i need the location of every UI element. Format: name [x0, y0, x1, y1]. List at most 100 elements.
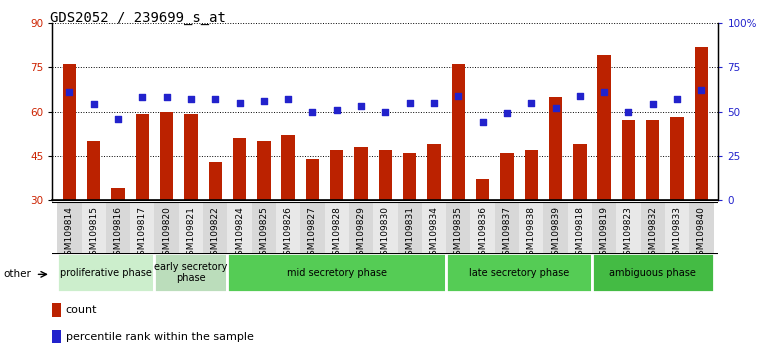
Bar: [592, 202, 616, 253]
Text: GSM109816: GSM109816: [113, 206, 122, 261]
Bar: [397, 202, 422, 253]
Text: late secretory phase: late secretory phase: [469, 268, 569, 278]
Text: GSM109827: GSM109827: [308, 206, 317, 261]
Text: GSM109814: GSM109814: [65, 206, 74, 261]
Bar: [52, 303, 61, 317]
Point: [112, 116, 124, 121]
Bar: [622, 120, 635, 200]
Bar: [470, 202, 495, 253]
Bar: [427, 144, 440, 200]
Text: GSM109839: GSM109839: [551, 206, 560, 261]
Text: GDS2052 / 239699_s_at: GDS2052 / 239699_s_at: [50, 11, 226, 25]
Bar: [276, 202, 300, 253]
Bar: [616, 202, 641, 253]
Text: GSM109828: GSM109828: [333, 206, 341, 261]
Point: [160, 95, 172, 100]
Text: GSM109835: GSM109835: [454, 206, 463, 261]
Bar: [646, 120, 659, 200]
Text: GSM109818: GSM109818: [575, 206, 584, 261]
Bar: [57, 253, 155, 292]
Point: [306, 109, 319, 114]
Text: early secretory
phase: early secretory phase: [154, 262, 228, 284]
Text: GSM109833: GSM109833: [672, 206, 681, 261]
Bar: [252, 202, 276, 253]
Bar: [155, 202, 179, 253]
Point: [695, 87, 708, 93]
Bar: [446, 202, 470, 253]
Bar: [573, 144, 587, 200]
Text: GSM109819: GSM109819: [600, 206, 608, 261]
Text: GSM109821: GSM109821: [186, 206, 196, 261]
Text: GSM109829: GSM109829: [357, 206, 366, 261]
Bar: [349, 202, 373, 253]
Text: GSM109824: GSM109824: [235, 206, 244, 261]
Text: GSM109826: GSM109826: [283, 206, 293, 261]
Bar: [500, 153, 514, 200]
Point: [330, 107, 343, 113]
Text: GSM109830: GSM109830: [381, 206, 390, 261]
Text: GSM109817: GSM109817: [138, 206, 147, 261]
Bar: [452, 64, 465, 200]
Point: [185, 96, 197, 102]
Point: [428, 100, 440, 105]
Text: GSM109834: GSM109834: [430, 206, 438, 261]
Bar: [82, 202, 105, 253]
Bar: [373, 202, 397, 253]
Point: [233, 100, 246, 105]
Bar: [354, 147, 368, 200]
Text: GSM109820: GSM109820: [162, 206, 171, 261]
Bar: [105, 202, 130, 253]
Bar: [549, 97, 562, 200]
Bar: [446, 253, 592, 292]
Bar: [641, 202, 665, 253]
Bar: [330, 150, 343, 200]
Text: mid secretory phase: mid secretory phase: [286, 268, 387, 278]
Point: [88, 102, 100, 107]
Bar: [57, 202, 82, 253]
Bar: [325, 202, 349, 253]
Text: other: other: [4, 269, 32, 279]
Point: [500, 110, 513, 116]
Text: GSM109836: GSM109836: [478, 206, 487, 261]
Bar: [567, 202, 592, 253]
Text: GSM109815: GSM109815: [89, 206, 99, 261]
Bar: [689, 202, 714, 253]
Point: [477, 119, 489, 125]
Point: [452, 93, 464, 98]
Text: percentile rank within the sample: percentile rank within the sample: [66, 332, 253, 342]
Point: [647, 102, 659, 107]
Bar: [233, 138, 246, 200]
Point: [282, 96, 294, 102]
Bar: [524, 150, 538, 200]
Bar: [160, 112, 173, 200]
Point: [549, 105, 561, 111]
Bar: [209, 162, 222, 200]
Bar: [695, 47, 708, 200]
Bar: [227, 202, 252, 253]
Point: [403, 100, 416, 105]
Point: [258, 98, 270, 104]
Bar: [227, 253, 446, 292]
Bar: [306, 159, 319, 200]
Bar: [136, 114, 149, 200]
Point: [380, 109, 392, 114]
Point: [209, 96, 222, 102]
Point: [525, 100, 537, 105]
Text: GSM109837: GSM109837: [503, 206, 511, 261]
Bar: [403, 153, 417, 200]
Point: [671, 96, 683, 102]
Bar: [87, 141, 100, 200]
Point: [355, 103, 367, 109]
Bar: [519, 202, 544, 253]
Bar: [155, 253, 227, 292]
Text: GSM109823: GSM109823: [624, 206, 633, 261]
Text: GSM109840: GSM109840: [697, 206, 706, 261]
Text: count: count: [66, 305, 97, 315]
Bar: [130, 202, 155, 253]
Point: [598, 89, 611, 95]
Bar: [62, 64, 76, 200]
Text: ambiguous phase: ambiguous phase: [609, 268, 696, 278]
Bar: [476, 179, 489, 200]
Bar: [112, 188, 125, 200]
Text: GSM109822: GSM109822: [211, 206, 219, 261]
